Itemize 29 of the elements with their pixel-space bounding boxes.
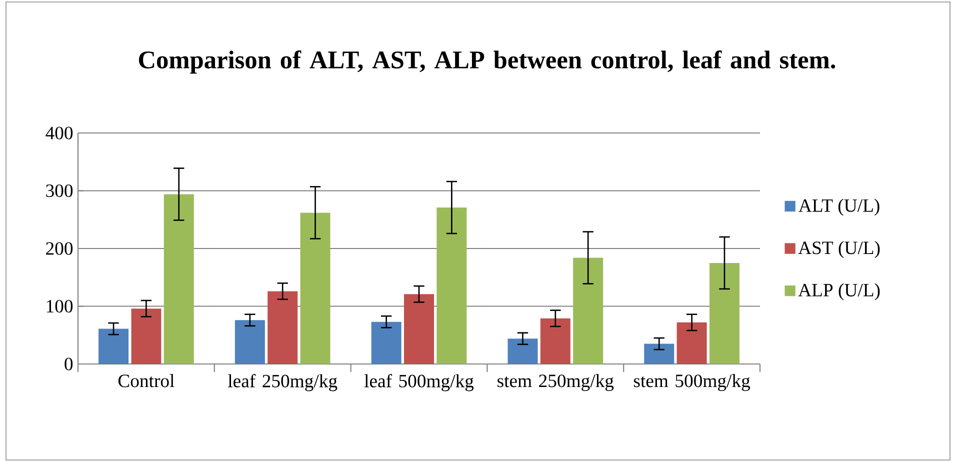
x-tick-label: leaf 500mg/kg xyxy=(364,374,474,392)
x-tick-label: stem 500mg/kg xyxy=(634,374,750,392)
bar xyxy=(234,320,265,364)
y-tick-label: 200 xyxy=(46,242,73,256)
bar xyxy=(676,322,707,364)
y-tick-label: 300 xyxy=(46,184,73,198)
legend-label: ALP (U/L) xyxy=(798,284,880,300)
bar xyxy=(709,263,740,364)
x-tick-label: leaf 250mg/kg xyxy=(228,374,338,392)
legend-label: ALT (U/L) xyxy=(798,198,880,216)
bar xyxy=(300,212,330,364)
legend-label: AST (U/L) xyxy=(798,241,880,258)
bar xyxy=(573,258,604,364)
bar xyxy=(98,329,129,364)
bar xyxy=(540,318,570,364)
bar xyxy=(371,322,402,364)
bar xyxy=(644,344,674,364)
bar xyxy=(131,308,162,364)
y-tick-label: 0 xyxy=(64,358,73,371)
bar xyxy=(436,208,467,364)
bar xyxy=(268,291,298,364)
bar xyxy=(508,338,538,364)
y-tick-label: 100 xyxy=(46,300,73,313)
bar xyxy=(164,194,194,364)
y-tick-label: 400 xyxy=(46,126,73,140)
x-tick-label: stem 250mg/kg xyxy=(498,374,614,392)
chart-title: Comparison of ALT, AST, ALP between control, leaf and stem. xyxy=(138,50,836,74)
x-tick-label: Control xyxy=(118,374,174,388)
bar xyxy=(404,294,434,364)
